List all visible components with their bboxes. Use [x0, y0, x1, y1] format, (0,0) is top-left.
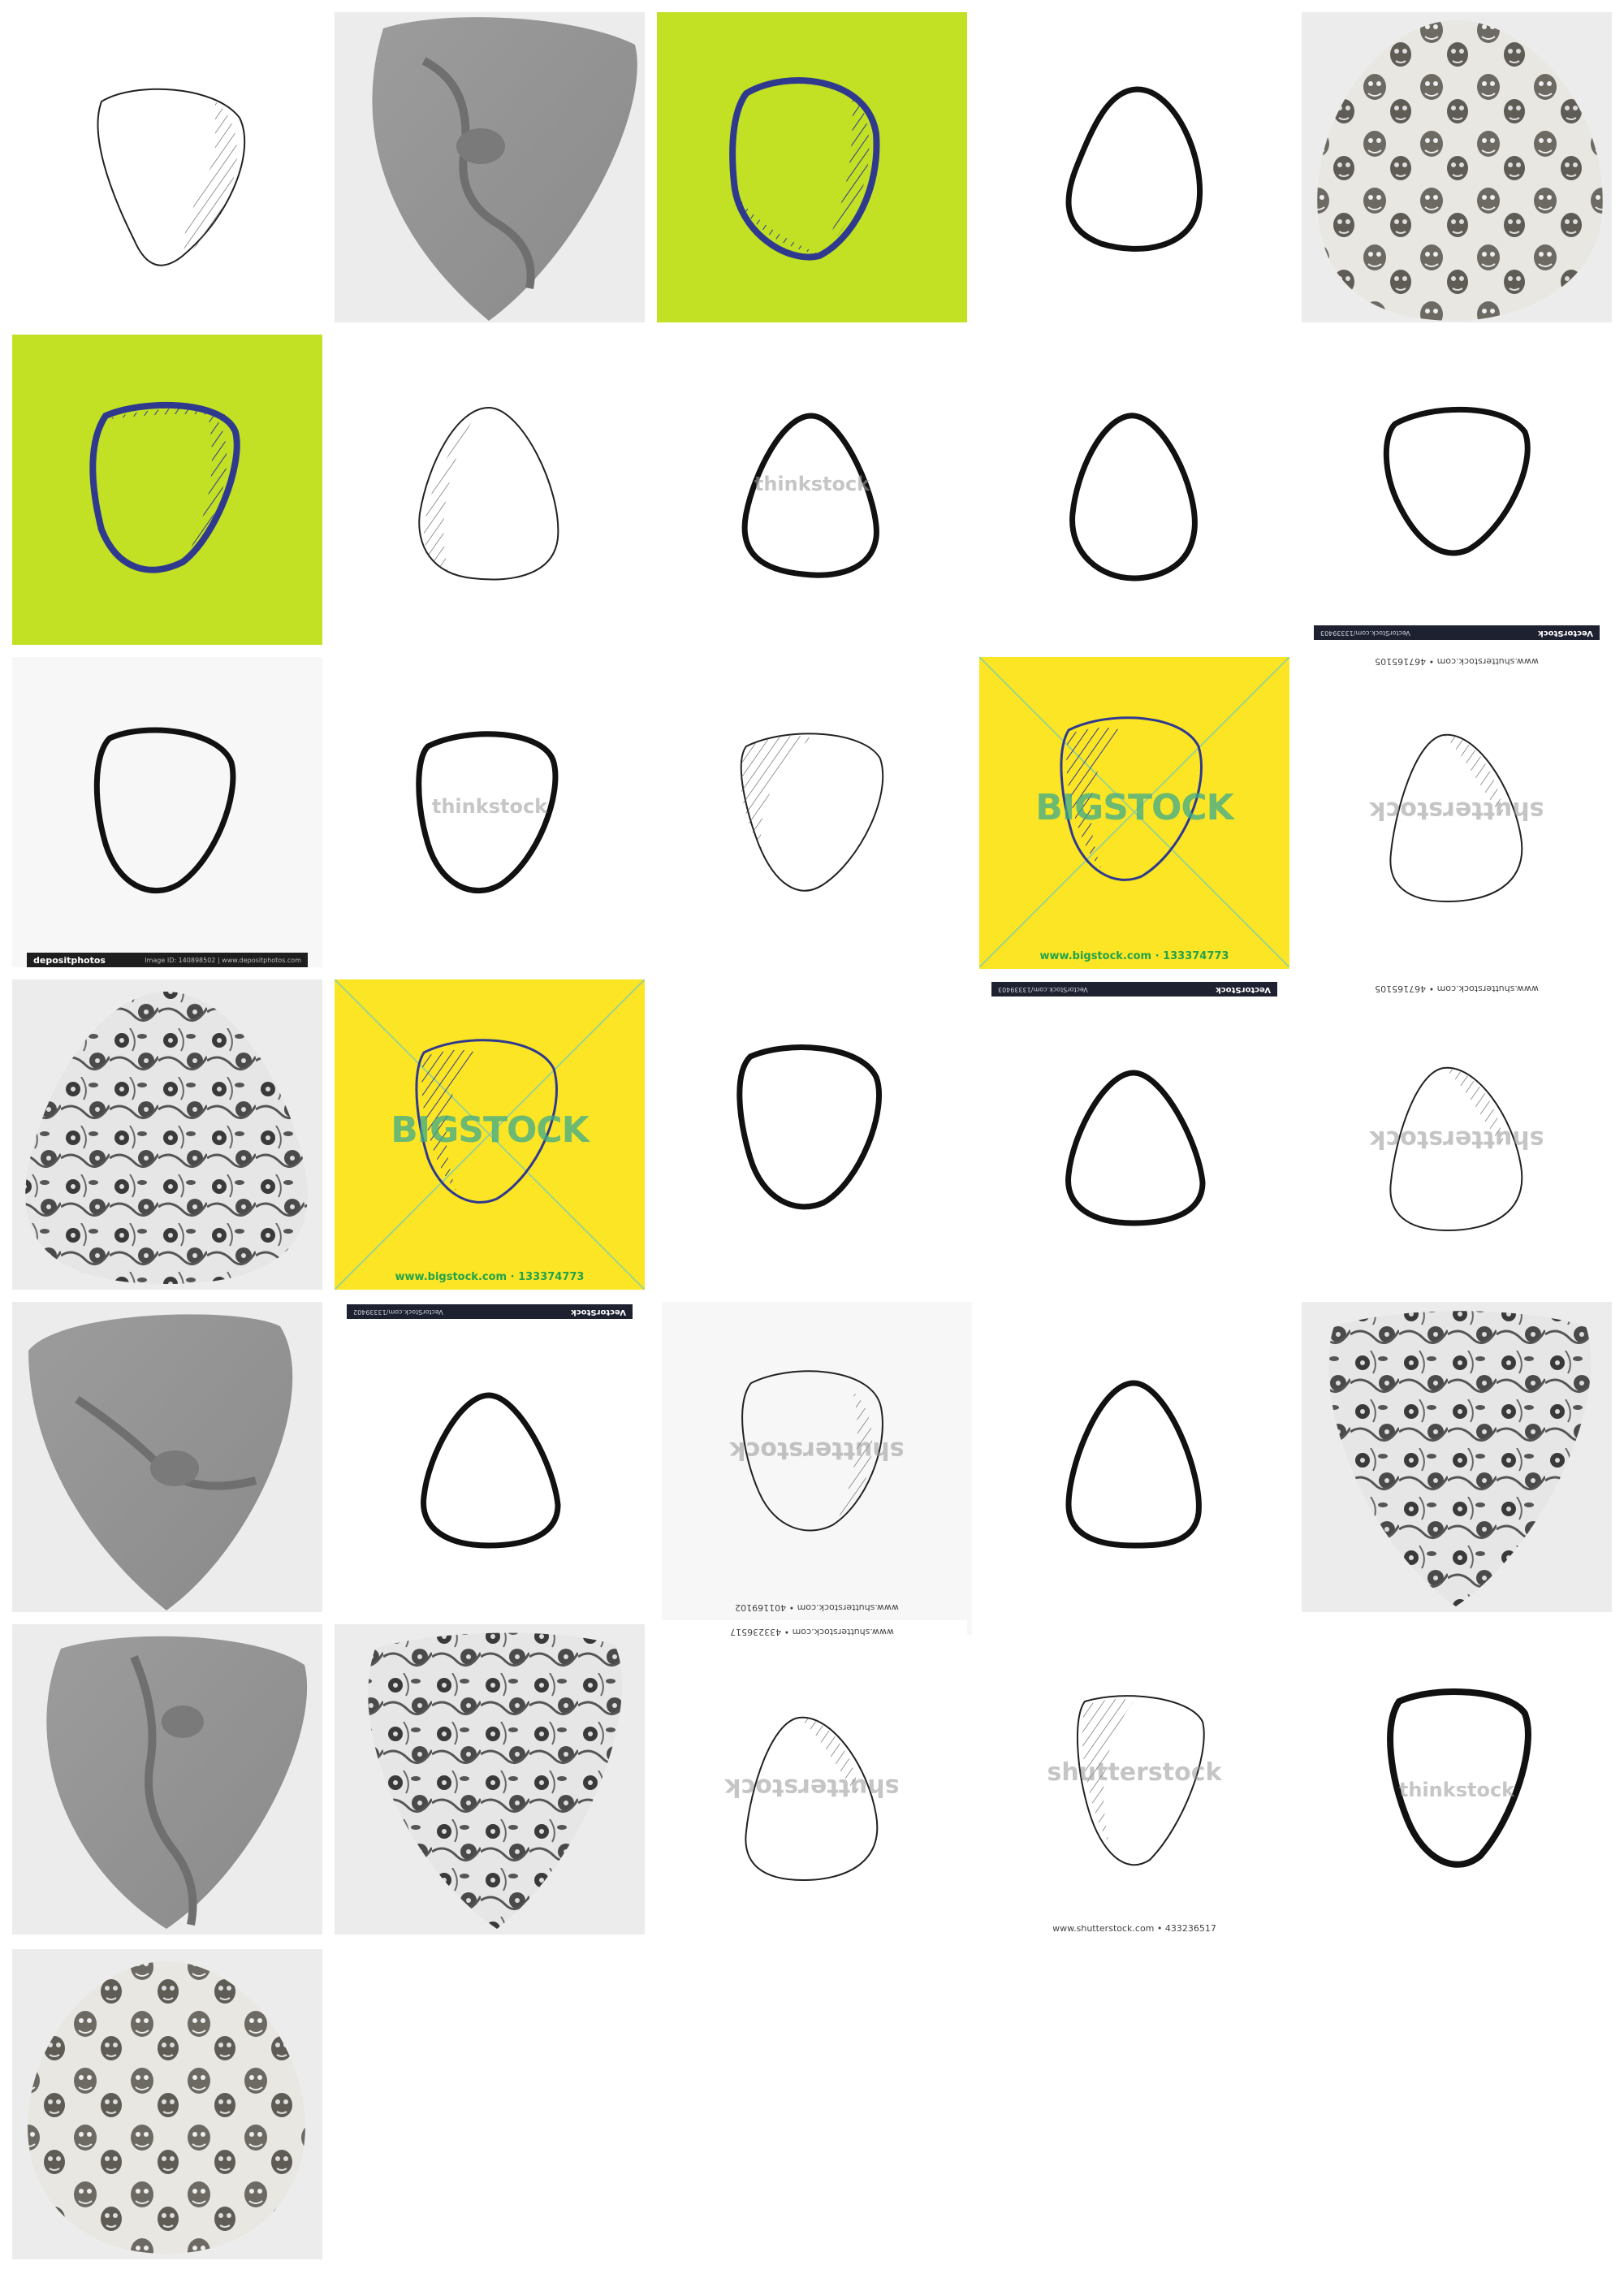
guitar-pick-pattern-image — [28, 1314, 293, 1610]
result-tile[interactable] — [1302, 1302, 1612, 1612]
result-tile[interactable]: depositphotos Image ID: 140898502 | www.… — [12, 657, 322, 967]
result-tile[interactable]: www.shutterstock.com • 433236517 shutter… — [657, 1620, 967, 1945]
guitar-pick-outline-icon — [979, 657, 1289, 967]
guitar-pick-outline-icon — [93, 727, 236, 894]
result-tile[interactable] — [335, 12, 645, 322]
guitar-pick-outline-icon — [335, 979, 645, 1290]
guitar-pick-outline-icon — [416, 731, 559, 894]
result-tile[interactable] — [335, 335, 645, 645]
result-tile[interactable]: shutterstock www.shutterstock.com • 4011… — [662, 1302, 972, 1635]
guitar-pick-outline-icon — [736, 1044, 882, 1210]
guitar-pick-outline-icon — [1069, 413, 1198, 581]
vectorstock-logo: VectorStock — [1538, 629, 1593, 638]
result-tile[interactable]: BIGSTOCK www.bigstock.com · 133374773 — [335, 979, 645, 1290]
guitar-pick-outline-icon — [741, 1370, 883, 1532]
guitar-pick-outline-icon — [1065, 86, 1203, 252]
guitar-pick-outline-icon — [1389, 733, 1523, 903]
result-tile[interactable] — [979, 335, 1289, 645]
result-tile[interactable]: VectorStock VectorStock.com/13339403 — [979, 979, 1289, 1290]
guitar-pick-outline-icon — [729, 77, 880, 261]
guitar-pick-pattern-image — [46, 1636, 308, 1929]
result-tile[interactable]: VectorStock VectorStock.com/13339402 — [335, 1302, 645, 1612]
guitar-pick-outline-icon — [741, 413, 879, 578]
guitar-pick-outline-icon — [1076, 1695, 1205, 1866]
result-tile[interactable] — [12, 12, 322, 322]
result-tile[interactable] — [12, 1624, 322, 1935]
guitar-pick-outline-icon — [97, 88, 246, 266]
result-tile[interactable]: VectorStock VectorStock.com/13339403 www… — [1302, 625, 1612, 983]
result-tile[interactable]: thinkstock — [657, 335, 967, 645]
guitar-pick-pattern-image — [1328, 1311, 1592, 1606]
guitar-pick-pattern-image — [28, 1961, 305, 2254]
result-tile[interactable]: thinkstock — [335, 657, 645, 967]
result-tile[interactable]: www.shutterstock.com • 467165105 shutter… — [1302, 971, 1612, 1295]
guitar-pick-outline-icon — [745, 1716, 879, 1882]
guitar-pick-pattern-image — [368, 1632, 623, 1929]
result-tile[interactable] — [12, 979, 322, 1290]
result-tile[interactable] — [335, 1624, 645, 1935]
result-tile[interactable] — [657, 979, 967, 1290]
result-tile[interactable] — [657, 657, 967, 967]
guitar-pick-outline-icon — [1383, 406, 1531, 556]
depositphotos-logo: depositphotos — [33, 955, 106, 966]
shutterstock-caption: www.shutterstock.com • 433236517 — [1052, 1923, 1216, 1934]
result-tile[interactable] — [657, 12, 967, 322]
guitar-pick-outline-icon — [418, 406, 559, 581]
guitar-pick-pattern-image — [372, 17, 637, 321]
result-tile[interactable] — [1302, 12, 1612, 322]
deposit-meta: Image ID: 140898502 | www.depositphotos.… — [145, 957, 301, 964]
result-tile[interactable]: thinkstock — [1302, 1624, 1612, 1935]
guitar-pick-pattern-image — [25, 992, 308, 1284]
shutterstock-caption: www.shutterstock.com • 401169102 — [735, 1602, 899, 1613]
result-tile[interactable] — [979, 1302, 1289, 1612]
bigstock-footer: www.bigstock.com · 133374773 — [395, 1271, 585, 1283]
guitar-pick-outline-icon — [1065, 1380, 1202, 1549]
vectorstock-meta: VectorStock.com/13339403 — [1320, 629, 1410, 637]
guitar-pick-outline-icon — [740, 733, 884, 892]
result-tile[interactable]: BIGSTOCK www.bigstock.com · 133374773 — [979, 657, 1289, 969]
result-tile[interactable]: shutterstock www.shutterstock.com • 4332… — [979, 1624, 1289, 1949]
result-tile[interactable] — [12, 1949, 322, 2259]
guitar-pick-outline-icon — [421, 1392, 561, 1549]
result-tile[interactable] — [1302, 335, 1612, 645]
vectorstock-strip: VectorStock VectorStock.com/13339403 — [1314, 625, 1600, 640]
guitar-pick-pattern-image — [1317, 20, 1603, 321]
guitar-pick-outline-icon — [1065, 1070, 1206, 1226]
guitar-pick-outline-icon — [1389, 1066, 1523, 1232]
result-tile[interactable] — [12, 335, 322, 645]
bigstock-footer: www.bigstock.com · 133374773 — [1039, 950, 1229, 962]
result-tile[interactable] — [12, 1302, 322, 1612]
guitar-pick-outline-icon — [1387, 1688, 1531, 1868]
result-tile[interactable] — [979, 12, 1289, 322]
depositphotos-strip: depositphotos Image ID: 140898502 | www.… — [27, 953, 308, 967]
guitar-pick-outline-icon — [89, 401, 240, 573]
